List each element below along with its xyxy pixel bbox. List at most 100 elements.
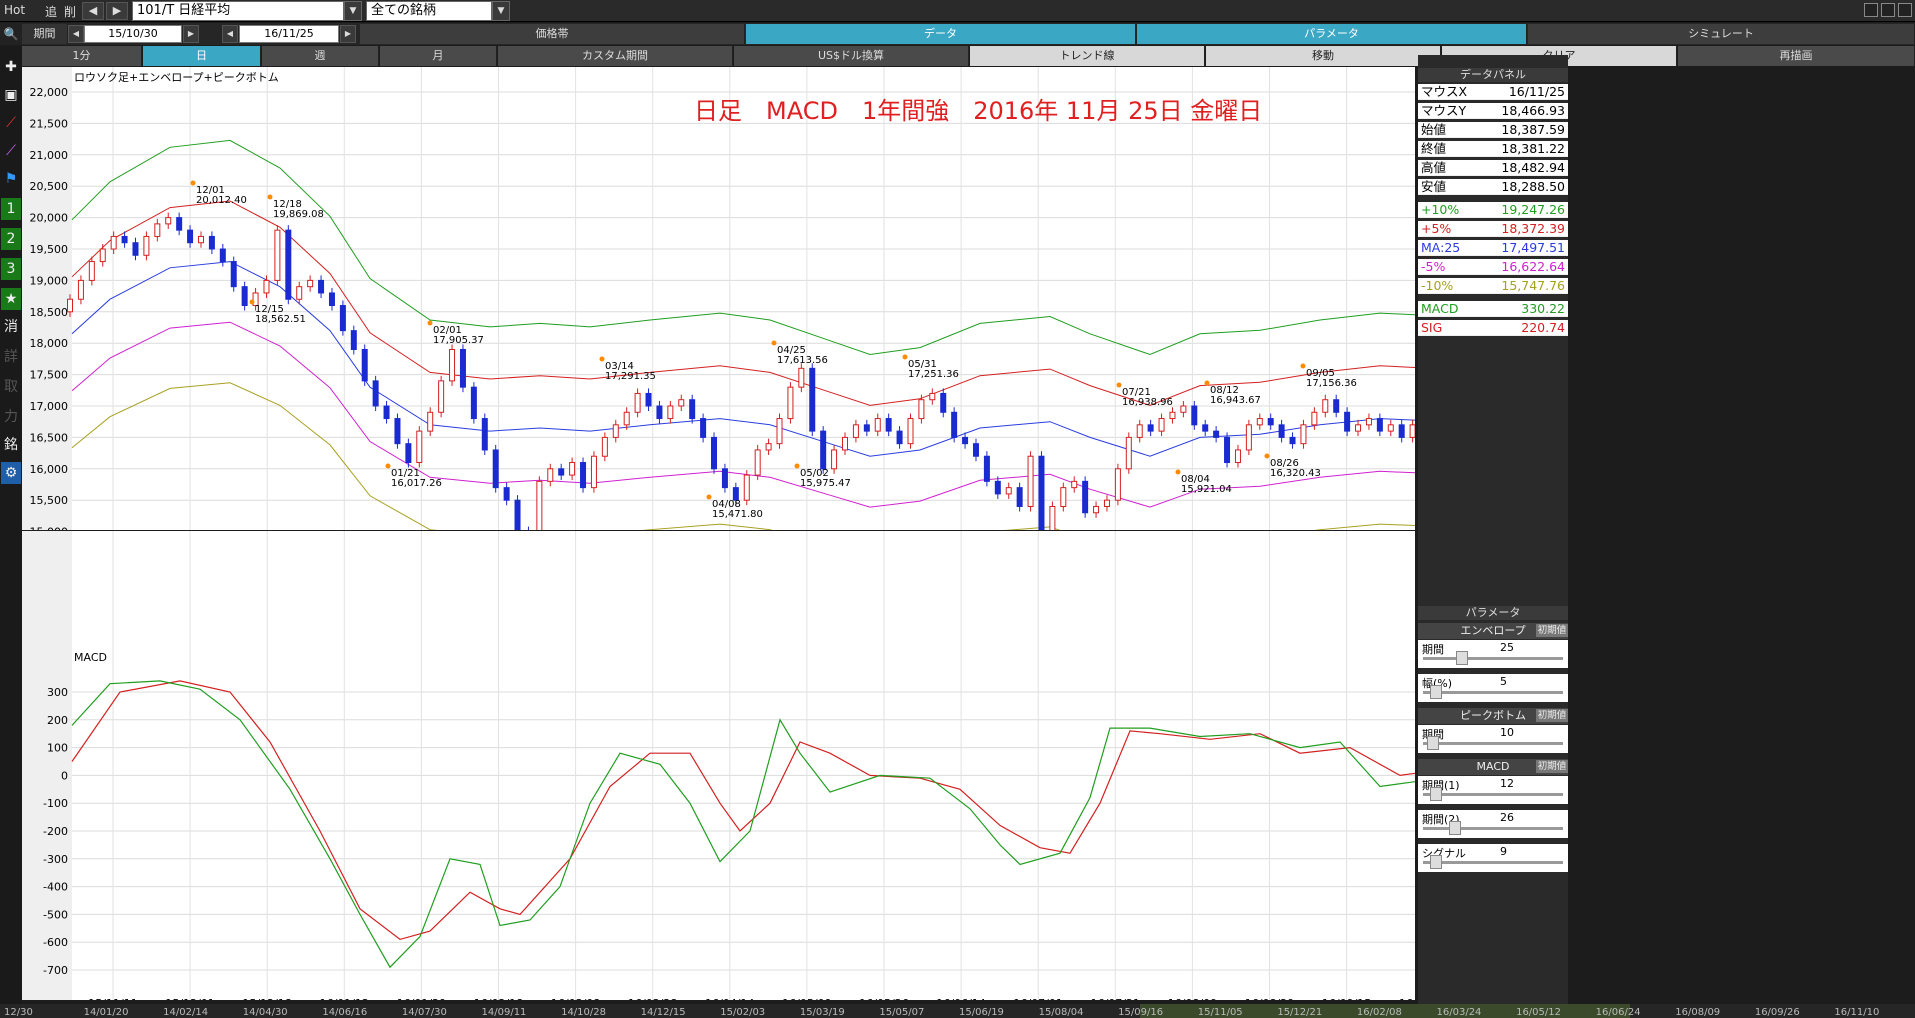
input-button[interactable]: 力 [4, 409, 18, 425]
x-tick-label: 16/05/26 [859, 997, 908, 1000]
tab-move[interactable]: 移動 [1206, 46, 1441, 66]
candle-body [1311, 411, 1318, 426]
candle-body [874, 418, 881, 432]
strip-date-label: 15/02/03 [720, 1007, 765, 1018]
data-panel-key: 安値 [1421, 179, 1447, 194]
preset-1-button[interactable]: 1 [1, 198, 21, 220]
tab-weekly[interactable]: 週 [262, 46, 379, 66]
peak-date-label: 07/21 [1122, 387, 1151, 398]
plus-icon[interactable]: ✚ [5, 59, 17, 75]
slider-handle[interactable] [1426, 736, 1439, 750]
tab-trend-line[interactable]: トレンド線 [970, 46, 1205, 66]
next-date-icon[interactable]: ▶ [340, 25, 356, 43]
y-tick-label: -700 [43, 964, 68, 977]
candle-body [809, 367, 816, 432]
add-button[interactable]: 追 [45, 5, 58, 19]
param-value[interactable]: 12 [1500, 777, 1514, 790]
star-icon[interactable]: ★ [1, 288, 21, 310]
slider-handle[interactable] [1449, 821, 1461, 835]
camera-icon[interactable]: ▣ [4, 87, 18, 103]
date-from-input[interactable]: 15/10/30 [84, 25, 182, 43]
prev-date-icon[interactable]: ◀ [68, 25, 84, 43]
close-icon[interactable] [1898, 3, 1912, 17]
fetch-button[interactable]: 取 [4, 379, 18, 395]
candle-body [1344, 411, 1351, 432]
tab-data[interactable]: データ [746, 24, 1136, 44]
strip-date-label: 16/03/24 [1437, 1007, 1482, 1018]
peak-value-label: 15,921.04 [1181, 484, 1232, 495]
strip-date-label: 14/01/20 [84, 1007, 129, 1018]
x-tick-label: 16/07/21 [1091, 997, 1140, 1000]
tab-simulate[interactable]: シミュレート [1528, 24, 1915, 44]
strip-date-label: 15/12/21 [1277, 1007, 1322, 1018]
peak-dot [267, 194, 273, 200]
tab-custom-period[interactable]: カスタム期間 [498, 46, 733, 66]
erase-button[interactable]: 消 [4, 319, 18, 335]
tab-monthly[interactable]: 月 [380, 46, 497, 66]
search-icon[interactable]: 🔍 [0, 23, 22, 45]
param-value[interactable]: 10 [1500, 726, 1514, 739]
slider-handle[interactable] [1429, 855, 1442, 869]
reset-button[interactable]: 初期値 [1536, 709, 1568, 722]
line-chart-icon[interactable]: ⟋ [6, 115, 16, 131]
param-slider[interactable] [1423, 861, 1563, 864]
detail-button[interactable]: 詳 [4, 349, 18, 365]
symbol-select[interactable]: 101/T 日経平均 [132, 1, 344, 21]
candle-body [121, 235, 128, 244]
date-to-input[interactable]: 16/11/25 [239, 25, 339, 43]
param-slider[interactable] [1423, 793, 1563, 796]
gear-icon[interactable]: ⚙ [1, 462, 21, 484]
preset-3-button[interactable]: 3 [1, 258, 21, 280]
y-tick-label: 300 [47, 686, 68, 699]
param-slider[interactable] [1423, 657, 1563, 660]
param-row: 期間 10 [1418, 725, 1568, 753]
slider-handle[interactable] [1429, 787, 1442, 801]
reset-button[interactable]: 初期値 [1536, 760, 1568, 773]
reset-button[interactable]: 初期値 [1536, 624, 1568, 637]
next-symbol-icon[interactable]: ▶ [106, 2, 128, 20]
candle-body [285, 229, 292, 300]
param-slider[interactable] [1423, 742, 1563, 745]
param-value[interactable]: 5 [1500, 675, 1507, 688]
param-value[interactable]: 26 [1500, 811, 1514, 824]
data-panel-value: 18,372.39 [1501, 221, 1565, 236]
tab-redraw[interactable]: 再描画 [1678, 46, 1915, 66]
y-tick-label: -500 [43, 908, 68, 921]
symbol-button[interactable]: 銘 [4, 437, 18, 453]
area-chart-icon[interactable]: ⟋ [6, 143, 16, 159]
slider-handle[interactable] [1455, 651, 1468, 665]
param-value[interactable]: 9 [1500, 845, 1507, 858]
preset-2-button[interactable]: 2 [1, 228, 21, 250]
tab-price-band[interactable]: 価格帯 [360, 24, 745, 44]
tab-daily[interactable]: 日 [143, 46, 261, 66]
peak-dot [1300, 363, 1306, 369]
param-slider[interactable] [1423, 827, 1563, 830]
tab-1min[interactable]: 1分 [22, 46, 142, 66]
candle-body [405, 443, 412, 464]
hot-button[interactable]: Hot [4, 3, 26, 17]
maximize-icon[interactable] [1881, 3, 1895, 17]
peak-dot [385, 463, 391, 469]
delete-button[interactable]: 削 [64, 5, 77, 19]
x-tick-label: 16/04/14 [705, 997, 754, 1000]
slider-handle[interactable] [1429, 685, 1442, 699]
main-chart-legend: ロウソク足+エンベロープ+ピークボトム [74, 71, 279, 84]
peak-value-label: 16,017.26 [391, 478, 442, 489]
strip-date-label: 15/03/19 [800, 1007, 845, 1018]
tab-usd-conversion[interactable]: US$ドル換算 [734, 46, 969, 66]
candle-body [132, 242, 139, 256]
param-value[interactable]: 25 [1500, 641, 1514, 654]
chevron-down-icon[interactable]: ▼ [344, 1, 362, 21]
y-tick-label: 18,000 [30, 337, 69, 350]
prev-date-icon[interactable]: ◀ [222, 25, 238, 43]
universe-select[interactable]: 全ての銘柄 [366, 1, 492, 21]
tab-parameters[interactable]: パラメータ [1137, 24, 1527, 44]
chevron-down-icon[interactable]: ▼ [492, 1, 510, 21]
y-tick-label: -300 [43, 853, 68, 866]
flag-icon[interactable]: ⚑ [4, 171, 18, 187]
next-date-icon[interactable]: ▶ [183, 25, 199, 43]
data-panel-row: +5% 18,372.39 [1418, 221, 1568, 237]
prev-symbol-icon[interactable]: ◀ [82, 2, 104, 20]
minimize-icon[interactable] [1864, 3, 1878, 17]
param-slider[interactable] [1423, 691, 1563, 694]
